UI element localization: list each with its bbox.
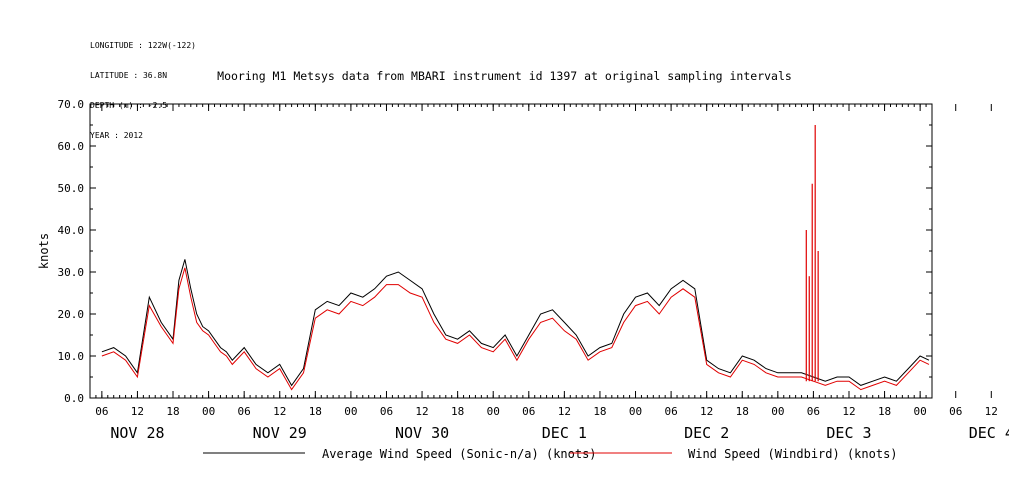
meta-longitude: LONGITUDE : 122W(-122) xyxy=(90,41,196,50)
x-tick-label: 12 xyxy=(985,405,998,418)
y-tick-label: 10.0 xyxy=(58,350,85,363)
x-tick-label: 00 xyxy=(914,405,927,418)
x-tick-label: 00 xyxy=(202,405,215,418)
y-axis-label: knots xyxy=(37,233,51,269)
x-tick-label: 06 xyxy=(95,405,108,418)
x-tick-label: 06 xyxy=(949,405,962,418)
x-tick-label: 00 xyxy=(629,405,642,418)
series-average-wind-speed-line xyxy=(101,259,930,387)
x-day-label: NOV 28 xyxy=(110,424,164,442)
y-tick-label: 30.0 xyxy=(58,266,85,279)
y-tick-labels: 0.0 10.0 20.0 30.0 40.0 50.0 60.0 70.0 xyxy=(58,98,85,405)
x-day-label: NOV 30 xyxy=(395,424,449,442)
meta-year: YEAR : 2012 xyxy=(90,131,143,140)
x-day-label: DEC 3 xyxy=(826,424,871,442)
legend-label-windbird: Wind Speed (Windbird) (knots) xyxy=(688,447,898,461)
legend: Average Wind Speed (Sonic-n/a) (knots) W… xyxy=(203,447,898,461)
x-tick-label: 12 xyxy=(131,405,144,418)
series-windbird-wind-speed-line xyxy=(101,267,930,391)
x-tick-label: 18 xyxy=(736,405,749,418)
x-tick-label: 06 xyxy=(664,405,677,418)
x-tick-label: 18 xyxy=(451,405,464,418)
x-tick-label: 18 xyxy=(166,405,179,418)
x-tick-label: 12 xyxy=(558,405,571,418)
x-tick-label: 06 xyxy=(522,405,535,418)
x-tick-label: 00 xyxy=(771,405,784,418)
x-tick-label: 06 xyxy=(380,405,393,418)
x-day-label: DEC 1 xyxy=(542,424,587,442)
y-tick-label: 50.0 xyxy=(58,182,85,195)
y-tick-label: 60.0 xyxy=(58,140,85,153)
meta-latitude: LATITUDE : 36.8N xyxy=(90,71,168,80)
axis-ticks xyxy=(89,103,992,399)
x-tick-label: 00 xyxy=(344,405,357,418)
x-day-label: NOV 29 xyxy=(253,424,307,442)
x-tick-label: 12 xyxy=(415,405,428,418)
x-tick-labels: 06 12 18 00 06 12 18 00 06 12 18 00 06 12 18 00 06 12 18 00… xyxy=(95,405,1009,442)
x-tick-label: 12 xyxy=(700,405,713,418)
chart-title: Mooring M1 Metsys data from MBARI instru… xyxy=(217,69,792,83)
x-tick-label: 18 xyxy=(593,405,606,418)
legend-label-average: Average Wind Speed (Sonic-n/a) (knots) xyxy=(322,447,597,461)
x-tick-label: 12 xyxy=(842,405,855,418)
x-tick-label: 12 xyxy=(273,405,286,418)
series-lines xyxy=(101,125,930,391)
x-tick-label: 06 xyxy=(238,405,251,418)
y-tick-label: 70.0 xyxy=(58,98,85,111)
x-tick-label: 18 xyxy=(878,405,891,418)
y-tick-label: 0.0 xyxy=(64,392,84,405)
x-day-label: DEC 2 xyxy=(684,424,729,442)
x-tick-label: 00 xyxy=(487,405,500,418)
x-day-label: DEC 4 xyxy=(969,424,1009,442)
x-tick-label: 18 xyxy=(309,405,322,418)
y-tick-label: 20.0 xyxy=(58,308,85,321)
x-tick-label: 06 xyxy=(807,405,820,418)
y-tick-label: 40.0 xyxy=(58,224,85,237)
